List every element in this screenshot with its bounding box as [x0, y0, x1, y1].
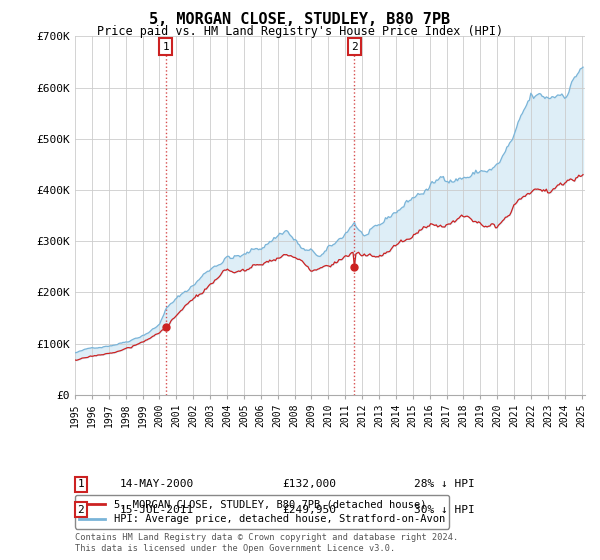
Text: 30% ↓ HPI: 30% ↓ HPI: [414, 505, 475, 515]
Text: 2: 2: [77, 505, 85, 515]
Text: 2: 2: [351, 41, 358, 52]
Text: £249,950: £249,950: [282, 505, 336, 515]
Text: 28% ↓ HPI: 28% ↓ HPI: [414, 479, 475, 489]
Text: 1: 1: [77, 479, 85, 489]
Text: Price paid vs. HM Land Registry's House Price Index (HPI): Price paid vs. HM Land Registry's House …: [97, 25, 503, 38]
Text: £132,000: £132,000: [282, 479, 336, 489]
Text: 1: 1: [163, 41, 169, 52]
Text: Contains HM Land Registry data © Crown copyright and database right 2024.: Contains HM Land Registry data © Crown c…: [75, 533, 458, 542]
Text: This data is licensed under the Open Government Licence v3.0.: This data is licensed under the Open Gov…: [75, 544, 395, 553]
Legend: 5, MORGAN CLOSE, STUDLEY, B80 7PB (detached house), HPI: Average price, detached: 5, MORGAN CLOSE, STUDLEY, B80 7PB (detac…: [75, 495, 449, 529]
Text: 14-MAY-2000: 14-MAY-2000: [120, 479, 194, 489]
Text: 5, MORGAN CLOSE, STUDLEY, B80 7PB: 5, MORGAN CLOSE, STUDLEY, B80 7PB: [149, 12, 451, 27]
Text: 15-JUL-2011: 15-JUL-2011: [120, 505, 194, 515]
